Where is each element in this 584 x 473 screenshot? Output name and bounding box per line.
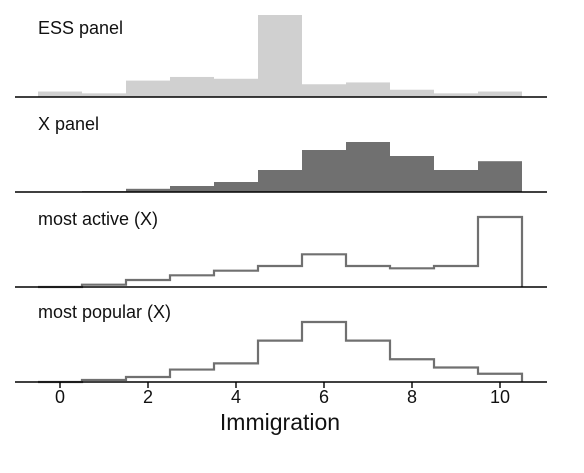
bar — [82, 93, 126, 97]
bar — [258, 15, 302, 97]
bar — [390, 89, 434, 97]
panel-title: most active (X) — [38, 209, 158, 229]
bar — [214, 182, 258, 192]
x-tick-label: 6 — [319, 387, 329, 407]
x-tick-label: 4 — [231, 387, 241, 407]
step-line — [38, 320, 524, 384]
bar — [126, 188, 170, 192]
x-tick-label: 8 — [407, 387, 417, 407]
x-tick-label: 10 — [490, 387, 510, 407]
bar — [434, 93, 478, 97]
bar — [258, 170, 302, 192]
bar — [478, 161, 522, 192]
bar — [38, 91, 82, 97]
bar — [434, 170, 478, 192]
bar — [170, 186, 214, 192]
bar — [302, 84, 346, 97]
x-tick-label: 0 — [55, 387, 65, 407]
bar — [478, 91, 522, 97]
panels-layer: ESS panel X panel most active (X) most popu… — [15, 15, 547, 384]
bar — [214, 78, 258, 97]
bar — [126, 80, 170, 97]
panel-2: most active (X) — [15, 209, 547, 289]
panel-0: ESS panel — [15, 15, 547, 98]
panel-3: most popular (X) — [15, 302, 547, 384]
x-axis-title: Immigration — [220, 409, 340, 435]
bar — [390, 156, 434, 192]
x-tick-label: 2 — [143, 387, 153, 407]
bar — [170, 76, 214, 97]
bar — [302, 150, 346, 192]
bar — [346, 142, 390, 192]
x-axis: 0 2 4 6 8 10 — [55, 382, 510, 407]
panel-title: most popular (X) — [38, 302, 171, 322]
bar — [346, 82, 390, 97]
panel-1: X panel — [15, 114, 547, 193]
panel-title: ESS panel — [38, 18, 123, 38]
step-line — [38, 215, 524, 289]
panel-title: X panel — [38, 114, 99, 134]
